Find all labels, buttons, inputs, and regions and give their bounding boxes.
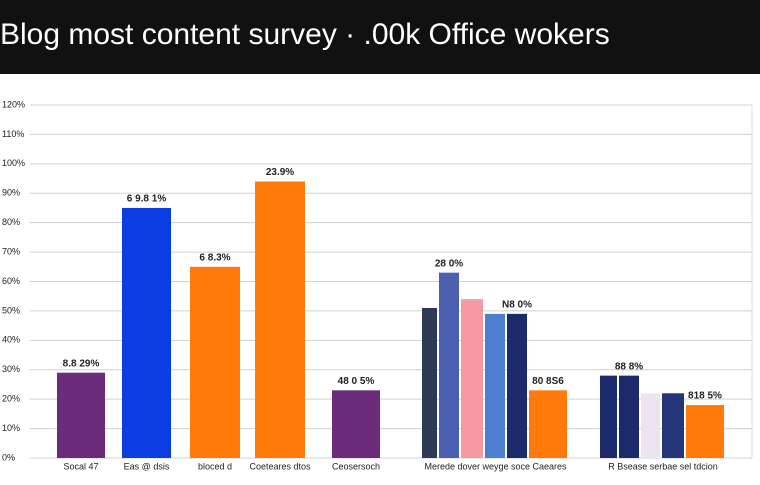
x-tick-label: Socal 47 <box>63 461 98 471</box>
y-tick-label: 30% <box>2 364 20 374</box>
x-tick-label: R Bsease serbae sel tdcion <box>608 461 718 471</box>
bar <box>332 390 380 458</box>
value-label: 6 8.3% <box>199 252 230 263</box>
y-tick-label: 100% <box>2 158 25 168</box>
bar <box>600 375 617 458</box>
bar <box>255 181 305 458</box>
bar <box>485 313 505 458</box>
value-label: 28 0% <box>435 258 463 269</box>
value-label: 23.9% <box>266 167 294 178</box>
bar <box>686 405 724 458</box>
bar <box>190 266 240 458</box>
y-tick-label: 80% <box>2 217 20 227</box>
y-tick-label: 20% <box>2 394 20 404</box>
y-tick-label: 60% <box>2 276 20 286</box>
bar <box>439 272 459 458</box>
bar <box>422 307 437 458</box>
y-tick-label: 10% <box>2 423 20 433</box>
y-tick-label: 50% <box>2 305 20 315</box>
value-label: 6 9.8 1% <box>127 194 167 205</box>
value-label: 48 0 5% <box>338 376 375 387</box>
x-tick-label: Merede dover weyge soce Caeares <box>424 461 567 471</box>
y-tick-label: 0% <box>2 452 15 462</box>
x-tick-label: Eas @ dsis <box>124 461 170 471</box>
chart-title: Blog most content survey · .00k Office w… <box>0 18 610 51</box>
bar <box>529 390 567 458</box>
bar <box>619 375 639 458</box>
y-tick-label: 120% <box>2 99 25 109</box>
x-tick-label: Coeteares dtos <box>249 461 311 471</box>
y-tick-label: 70% <box>2 246 20 256</box>
y-tick-label: 90% <box>2 188 20 198</box>
bar <box>461 299 483 458</box>
bar <box>122 207 171 458</box>
x-tick-label: bloced d <box>198 461 232 471</box>
value-label: 8.8 29% <box>63 358 100 369</box>
value-label: N8 0% <box>502 299 532 310</box>
title-bar <box>0 0 760 74</box>
bar <box>507 313 527 458</box>
y-tick-label: 40% <box>2 335 20 345</box>
value-label: 80 8S6 <box>532 376 564 387</box>
bar <box>57 372 105 458</box>
bar <box>662 393 684 458</box>
bar <box>641 393 660 458</box>
value-label: 88 8% <box>615 361 643 372</box>
y-tick-label: 110% <box>2 129 24 139</box>
value-label: 818 5% <box>688 391 722 402</box>
x-tick-label: Ceosersoch <box>332 461 380 471</box>
